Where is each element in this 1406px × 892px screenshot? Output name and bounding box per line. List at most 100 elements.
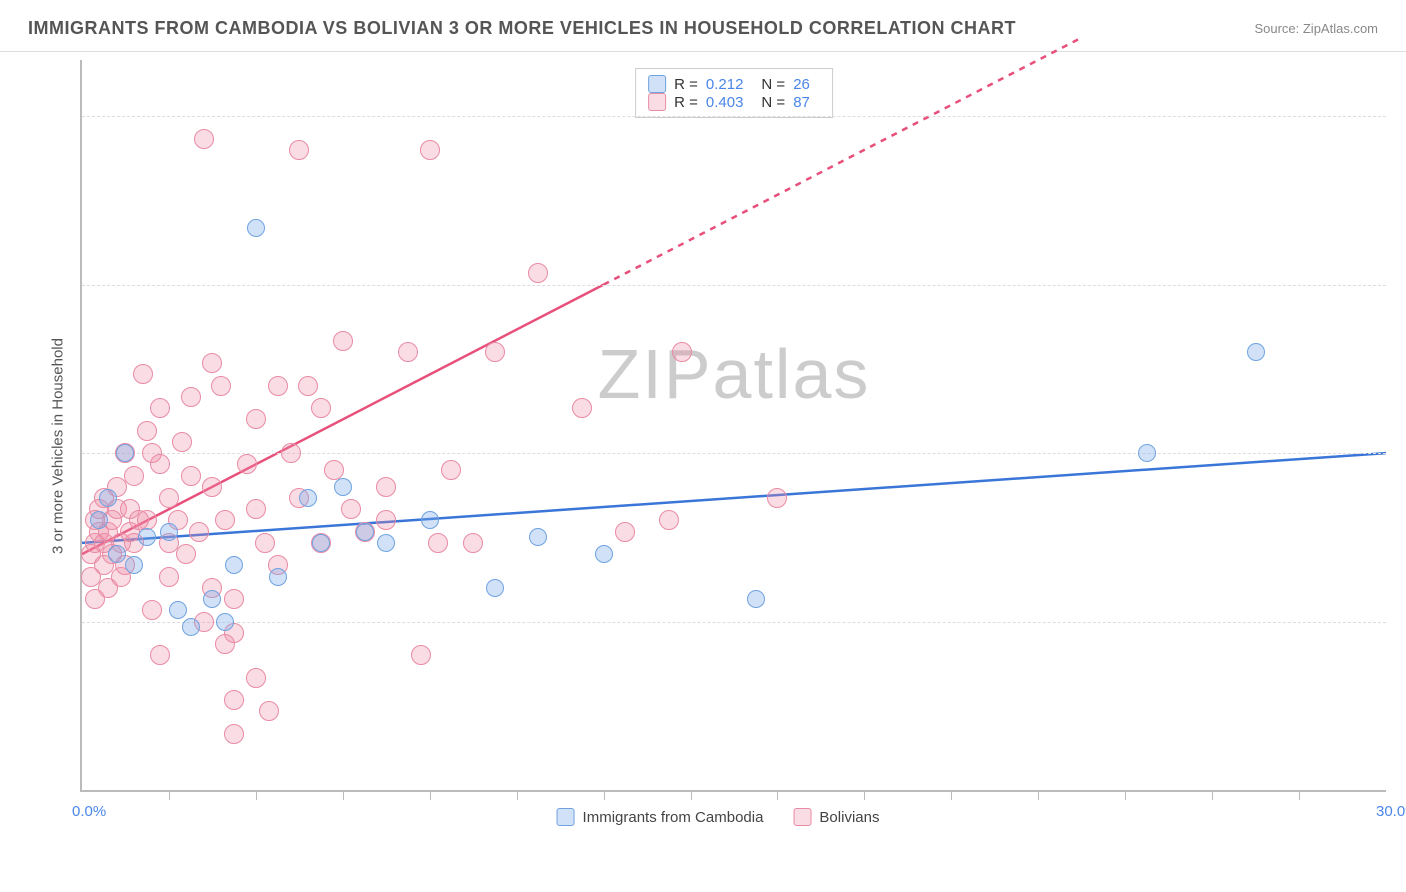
point-cambodia xyxy=(595,545,613,563)
point-bolivia xyxy=(237,454,257,474)
plot-region: ZIPatlas R = 0.212 N = 26 R = 0.403 N = … xyxy=(80,60,1386,792)
point-bolivia xyxy=(411,645,431,665)
point-bolivia xyxy=(246,668,266,688)
y-tick-label: 45.0% xyxy=(1396,275,1406,292)
chart-header: IMMIGRANTS FROM CAMBODIA VS BOLIVIAN 3 O… xyxy=(0,0,1406,52)
point-cambodia xyxy=(747,590,765,608)
point-bolivia xyxy=(289,140,309,160)
point-cambodia xyxy=(169,601,187,619)
point-cambodia xyxy=(269,568,287,586)
point-bolivia xyxy=(181,466,201,486)
point-cambodia xyxy=(529,528,547,546)
x-tick xyxy=(604,790,605,800)
point-bolivia xyxy=(376,477,396,497)
n-label: N = xyxy=(761,76,785,93)
point-bolivia xyxy=(259,701,279,721)
point-bolivia xyxy=(659,510,679,530)
trend-line xyxy=(82,453,1386,543)
point-bolivia xyxy=(211,376,231,396)
point-bolivia xyxy=(189,522,209,542)
n-value-bolivia: 87 xyxy=(793,94,810,111)
point-cambodia xyxy=(1138,444,1156,462)
point-bolivia xyxy=(194,129,214,149)
point-bolivia xyxy=(615,522,635,542)
point-bolivia xyxy=(572,398,592,418)
point-bolivia xyxy=(672,342,692,362)
point-bolivia xyxy=(268,376,288,396)
point-bolivia xyxy=(246,409,266,429)
legend-item-bolivia: Bolivians xyxy=(793,808,879,826)
point-bolivia xyxy=(224,690,244,710)
point-bolivia xyxy=(398,342,418,362)
x-tick xyxy=(777,790,778,800)
legend-row-cambodia: R = 0.212 N = 26 xyxy=(648,75,820,93)
point-bolivia xyxy=(333,331,353,351)
point-bolivia xyxy=(133,364,153,384)
point-bolivia xyxy=(311,398,331,418)
chart-title: IMMIGRANTS FROM CAMBODIA VS BOLIVIAN 3 O… xyxy=(28,18,1016,39)
gridline-h xyxy=(82,622,1386,623)
point-cambodia xyxy=(299,489,317,507)
point-bolivia xyxy=(246,499,266,519)
point-bolivia xyxy=(441,460,461,480)
x-tick xyxy=(256,790,257,800)
point-cambodia xyxy=(99,489,117,507)
legend-label-bolivia: Bolivians xyxy=(819,809,879,826)
point-cambodia xyxy=(312,534,330,552)
point-cambodia xyxy=(486,579,504,597)
point-bolivia xyxy=(137,421,157,441)
point-bolivia xyxy=(202,353,222,373)
y-tick-label: 60.0% xyxy=(1396,106,1406,123)
point-bolivia xyxy=(124,466,144,486)
chart-area: 3 or more Vehicles in Household ZIPatlas… xyxy=(50,60,1386,832)
x-tick xyxy=(1212,790,1213,800)
point-cambodia xyxy=(421,511,439,529)
swatch-bolivia xyxy=(648,93,666,111)
gridline-h xyxy=(82,285,1386,286)
n-value-cambodia: 26 xyxy=(793,76,810,93)
swatch-bolivia xyxy=(793,808,811,826)
point-cambodia xyxy=(334,478,352,496)
point-bolivia xyxy=(255,533,275,553)
y-tick-label: 30.0% xyxy=(1396,443,1406,460)
trend-lines-layer xyxy=(82,60,1386,790)
point-bolivia xyxy=(159,567,179,587)
r-label: R = xyxy=(674,76,698,93)
point-cambodia xyxy=(125,556,143,574)
point-bolivia xyxy=(528,263,548,283)
point-cambodia xyxy=(138,528,156,546)
gridline-h xyxy=(82,116,1386,117)
point-bolivia xyxy=(202,477,222,497)
point-bolivia xyxy=(150,454,170,474)
point-cambodia xyxy=(377,534,395,552)
point-cambodia xyxy=(90,511,108,529)
x-tick xyxy=(430,790,431,800)
point-bolivia xyxy=(150,645,170,665)
point-bolivia xyxy=(463,533,483,553)
swatch-cambodia xyxy=(557,808,575,826)
y-tick-label: 15.0% xyxy=(1396,612,1406,629)
point-cambodia xyxy=(203,590,221,608)
point-cambodia xyxy=(225,556,243,574)
point-bolivia xyxy=(181,387,201,407)
point-bolivia xyxy=(420,140,440,160)
point-cambodia xyxy=(116,444,134,462)
point-bolivia xyxy=(215,510,235,530)
point-cambodia xyxy=(356,523,374,541)
point-bolivia xyxy=(224,724,244,744)
point-cambodia xyxy=(216,613,234,631)
point-bolivia xyxy=(142,600,162,620)
correlation-legend: R = 0.212 N = 26 R = 0.403 N = 87 xyxy=(635,68,833,118)
source-label: Source: ZipAtlas.com xyxy=(1254,21,1378,36)
x-tick xyxy=(517,790,518,800)
legend-item-cambodia: Immigrants from Cambodia xyxy=(557,808,764,826)
x-tick xyxy=(864,790,865,800)
x-tick-label: 0.0% xyxy=(72,803,106,820)
point-bolivia xyxy=(172,432,192,452)
point-bolivia xyxy=(298,376,318,396)
point-bolivia xyxy=(341,499,361,519)
x-tick xyxy=(1125,790,1126,800)
point-bolivia xyxy=(376,510,396,530)
point-bolivia xyxy=(159,488,179,508)
r-label: R = xyxy=(674,94,698,111)
